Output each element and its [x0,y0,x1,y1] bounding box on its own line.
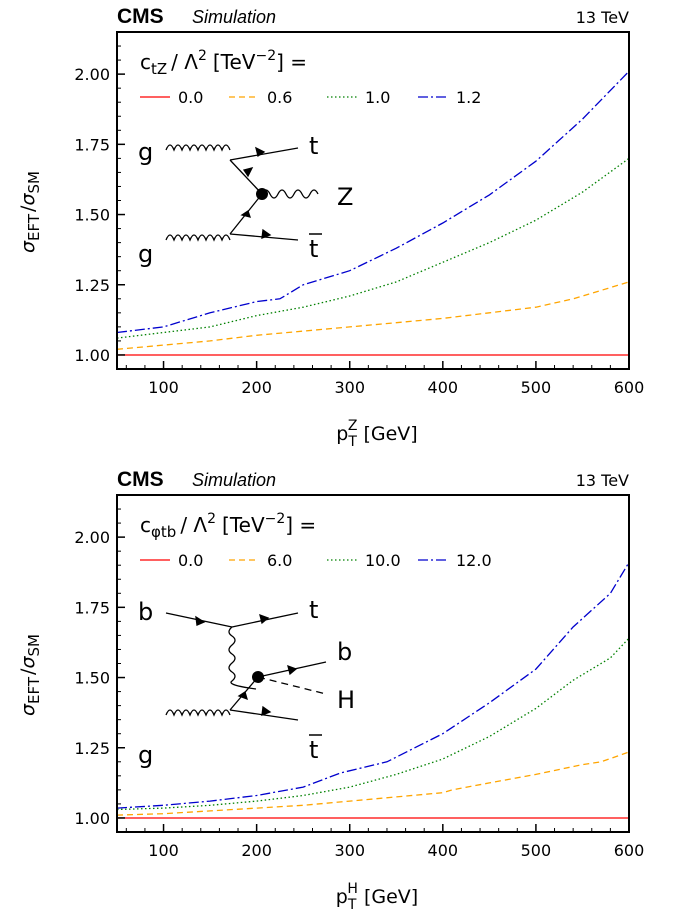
y-tick-label: 2.00 [74,65,110,84]
series-line-1.2 [116,70,630,334]
series-line-6.0 [116,751,630,816]
eft-vertex-icon [252,671,264,683]
y-tick-label: 1.25 [74,739,110,758]
diagram-label-in2: g [138,741,153,769]
gluon-line-bottom [165,234,231,242]
arrow-icon [259,613,270,625]
diagram-label-in1: b [138,598,153,626]
y-tick-label: 2.00 [74,528,110,547]
energy-label: 13 TeV [576,8,629,27]
y-tick-label: 1.50 [74,669,110,688]
series-group [116,562,630,819]
diagram-label-out1: t [309,132,318,160]
diagram-label-out2: b [337,638,352,666]
propagator-upper [229,159,263,195]
arrow-icon [255,146,266,158]
x-tick-label: 300 [334,378,365,397]
arrow-icon [261,228,272,239]
plot-frame [116,494,630,833]
diagram-label-out1: t [309,596,318,624]
gluon-line-top [165,144,231,152]
legend-title: cφtb / Λ2 [TeV−2] = [140,511,316,541]
series-line-10.0 [116,637,630,811]
diagram-label-out3: H [337,686,355,714]
x-tick-label: 200 [241,841,272,860]
legend-label: 0.6 [267,88,292,107]
x-tick-label: 500 [521,841,552,860]
legend-label: 1.2 [456,88,481,107]
y-tick-label: 1.00 [74,346,110,365]
diagram-label-out3: t [309,235,318,263]
arrow-icon [237,690,248,701]
legend-label: 0.0 [178,88,203,107]
legend: 0.0 0.6 1.0 1.2 [140,88,481,107]
y-tick-label: 1.00 [74,809,110,828]
x-tick-label: 300 [334,841,365,860]
series-line-0.6 [116,281,630,350]
x-tick-label: 600 [614,378,645,397]
diagram-label-out2: Z [337,183,353,211]
y-tick-label: 1.25 [74,276,110,295]
x-tick-label: 400 [428,378,459,397]
y-ticks: 1.00 1.25 1.50 1.75 2.00 [74,508,125,828]
y-axis-label: σEFT/σSM [17,634,43,716]
x-tick-label: 100 [148,378,179,397]
legend-label: 1.0 [365,88,390,107]
x-ticks: 100 200 300 400 500 600 [125,361,645,397]
gluon-line [165,709,231,717]
w-boson-line [228,626,257,690]
series-line-12.0 [116,562,630,809]
arrow-icon [261,705,272,716]
simulation-label: Simulation [192,7,276,27]
arrow-icon [242,167,254,178]
arrow-icon [287,664,298,676]
y-tick-label: 1.50 [74,206,110,225]
top-quark-line [229,147,299,161]
diagram-label-in1: g [138,138,153,166]
y-axis-label: σEFT/σSM [17,171,43,253]
x-tick-label: 400 [428,841,459,860]
legend-label: 0.0 [178,551,203,570]
x-tick-label: 200 [241,378,272,397]
bottom-panel: CMS Simulation 13 TeV 1.00 1.25 1.50 1.75 2.… [17,468,644,913]
energy-label: 13 TeV [576,471,629,490]
diagram-label-in2: g [138,240,153,268]
simulation-label: Simulation [192,470,276,490]
legend-label: 6.0 [267,551,292,570]
x-tick-label: 500 [521,378,552,397]
y-tick-label: 1.75 [74,135,110,154]
plot-frame [116,31,630,370]
x-tick-label: 600 [614,841,645,860]
higgs-line [257,676,327,695]
legend-label: 10.0 [365,551,401,570]
feynman-diagram [165,612,327,721]
x-tick-label: 100 [148,841,179,860]
y-ticks: 1.00 1.25 1.50 1.75 2.00 [74,45,125,365]
x-axis-label: pTH [GeV] [336,881,418,913]
series-group [116,70,630,356]
legend-label: 12.0 [456,551,492,570]
arrow-icon [240,209,251,218]
antitop-line [229,709,299,721]
diagram-label-out4: t [309,736,318,764]
feynman-diagram [165,144,319,242]
x-ticks: 100 200 300 400 500 600 [125,824,645,860]
x-axis-label: pTZ [GeV] [336,418,417,450]
y-tick-label: 1.75 [74,598,110,617]
z-boson-line [261,189,319,199]
legend: 0.0 6.0 10.0 12.0 [140,551,492,570]
top-panel: CMS Simulation 13 TeV 1.00 1.25 1.50 1.75 2.… [17,5,644,450]
series-line-1.0 [116,157,630,339]
cms-label: CMS [117,5,164,28]
arrow-icon [195,615,206,626]
legend-title: ctZ / Λ2 [TeV−2] = [140,48,307,78]
eft-vertex-icon [256,188,268,200]
cms-label: CMS [117,468,164,491]
